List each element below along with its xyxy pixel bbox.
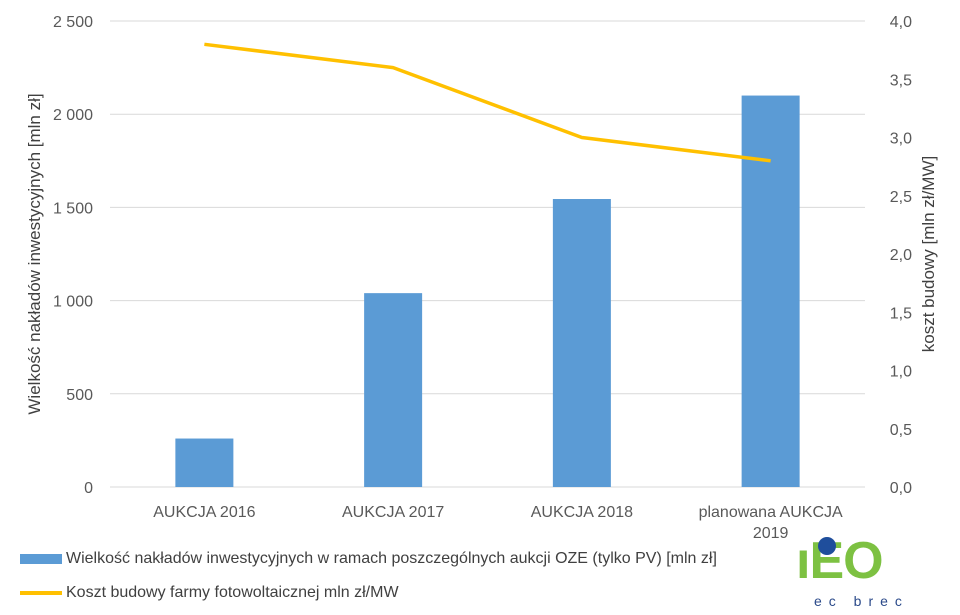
x-tick-label: 2019 xyxy=(753,525,789,542)
legend-swatch-line xyxy=(20,591,62,595)
y2-tick-label: 3,5 xyxy=(890,72,912,89)
bar xyxy=(741,95,800,487)
y-axis-label: Wielkość nakładów inwestycyjnych [mln zł… xyxy=(25,93,44,414)
x-tick-label: AUKCJA 2018 xyxy=(531,504,633,521)
legend-item-line: Koszt budowy farmy fotowoltaicznej mln z… xyxy=(20,584,399,602)
y-tick-label: 500 xyxy=(66,387,93,404)
y-tick-label: 0 xyxy=(84,480,93,497)
y-tick-label: 2 500 xyxy=(53,14,93,31)
legend-swatch-bar xyxy=(20,554,62,564)
y2-tick-label: 2,0 xyxy=(890,247,912,264)
bar xyxy=(175,438,234,487)
bar xyxy=(364,293,423,487)
y2-tick-label: 4,0 xyxy=(890,14,912,31)
line-series xyxy=(204,42,771,163)
bar xyxy=(552,199,611,487)
y2-tick-label: 1,5 xyxy=(890,305,912,322)
x-tick-label: AUKCJA 2016 xyxy=(153,504,255,521)
x-tick-label: AUKCJA 2017 xyxy=(342,504,444,521)
ieo-logo: ıEO ec brec xyxy=(796,535,936,615)
y2-axis-label: koszt budowy [mln zł/MW] xyxy=(919,156,938,353)
logo-subtitle: ec brec xyxy=(814,593,909,609)
legend-item-bars: Wielkość nakładów inwestycyjnych w ramac… xyxy=(20,550,717,568)
y2-tick-label: 2,5 xyxy=(890,189,912,206)
y2-tick-label: 1,0 xyxy=(890,364,912,381)
x-tick-label: planowana AUKCJA xyxy=(699,504,843,521)
y-tick-label: 1 000 xyxy=(53,294,93,311)
logo-mark: ıEO xyxy=(796,532,884,590)
y2-tick-label: 0,0 xyxy=(890,480,912,497)
y-tick-label: 2 000 xyxy=(53,107,93,124)
y2-tick-label: 0,5 xyxy=(890,422,912,439)
y2-tick-label: 3,0 xyxy=(890,131,912,148)
legend-label-bars: Wielkość nakładów inwestycyjnych w ramac… xyxy=(66,550,717,567)
logo-dot xyxy=(818,537,836,555)
legend-label-line: Koszt budowy farmy fotowoltaicznej mln z… xyxy=(66,584,399,601)
y-tick-label: 1 500 xyxy=(53,200,93,217)
